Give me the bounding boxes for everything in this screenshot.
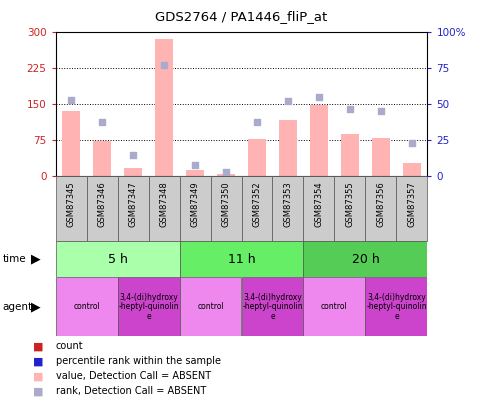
Bar xyxy=(93,141,112,176)
Text: control: control xyxy=(197,302,224,311)
Bar xyxy=(397,176,427,241)
Bar xyxy=(272,176,303,241)
Point xyxy=(377,108,385,115)
Point xyxy=(98,118,106,125)
Text: GSM87346: GSM87346 xyxy=(98,181,107,227)
Point xyxy=(408,140,416,146)
Point xyxy=(315,94,323,100)
Bar xyxy=(334,176,366,241)
Text: value, Detection Call = ABSENT: value, Detection Call = ABSENT xyxy=(56,371,211,381)
Text: GSM87348: GSM87348 xyxy=(159,181,169,227)
Point xyxy=(346,105,354,112)
Bar xyxy=(62,111,80,176)
Bar xyxy=(186,171,204,176)
Bar xyxy=(366,277,427,336)
Bar xyxy=(117,176,149,241)
Text: 20 h: 20 h xyxy=(352,253,379,266)
Bar xyxy=(279,119,297,176)
Point xyxy=(284,98,292,104)
Bar xyxy=(341,134,359,176)
Text: count: count xyxy=(56,341,83,351)
Point xyxy=(222,168,230,175)
Bar xyxy=(217,174,235,176)
Text: GSM87356: GSM87356 xyxy=(376,181,385,227)
Text: ■: ■ xyxy=(33,341,44,351)
Bar xyxy=(86,176,117,241)
Text: GSM87347: GSM87347 xyxy=(128,181,138,227)
Bar xyxy=(117,277,180,336)
Text: 5 h: 5 h xyxy=(108,253,128,266)
Bar xyxy=(303,176,334,241)
Bar xyxy=(242,176,272,241)
Bar xyxy=(56,176,86,241)
Bar xyxy=(403,163,421,176)
Text: GSM87345: GSM87345 xyxy=(67,181,75,227)
Text: 3,4-(di)hydroxy
-heptyl-quinolin
e: 3,4-(di)hydroxy -heptyl-quinolin e xyxy=(366,292,427,321)
Bar xyxy=(180,277,242,336)
Text: 3,4-(di)hydroxy
-heptyl-quinolin
e: 3,4-(di)hydroxy -heptyl-quinolin e xyxy=(118,292,179,321)
Text: rank, Detection Call = ABSENT: rank, Detection Call = ABSENT xyxy=(56,386,206,396)
Bar xyxy=(155,38,173,176)
Text: percentile rank within the sample: percentile rank within the sample xyxy=(56,356,221,366)
Point xyxy=(191,162,199,168)
Text: agent: agent xyxy=(2,302,32,312)
Text: GSM87355: GSM87355 xyxy=(345,181,355,227)
Text: ■: ■ xyxy=(33,386,44,396)
Bar xyxy=(310,105,328,176)
Bar xyxy=(366,176,397,241)
Text: GSM87350: GSM87350 xyxy=(222,181,230,227)
Text: 11 h: 11 h xyxy=(227,253,256,266)
Text: 3,4-(di)hydroxy
-heptyl-quinolin
e: 3,4-(di)hydroxy -heptyl-quinolin e xyxy=(242,292,303,321)
Bar xyxy=(149,176,180,241)
Text: GSM87352: GSM87352 xyxy=(253,181,261,227)
Bar xyxy=(211,176,242,241)
Bar xyxy=(180,241,303,277)
Point xyxy=(253,118,261,125)
Bar xyxy=(303,241,427,277)
Text: ▶: ▶ xyxy=(31,253,41,266)
Text: GSM87354: GSM87354 xyxy=(314,181,324,227)
Text: ■: ■ xyxy=(33,371,44,381)
Bar xyxy=(124,168,142,176)
Text: GSM87349: GSM87349 xyxy=(190,181,199,227)
Point xyxy=(129,151,137,158)
Text: GDS2764 / PA1446_fliP_at: GDS2764 / PA1446_fliP_at xyxy=(156,10,327,23)
Bar xyxy=(242,277,303,336)
Text: GSM87353: GSM87353 xyxy=(284,181,293,227)
Point xyxy=(67,97,75,103)
Bar xyxy=(180,176,211,241)
Bar xyxy=(56,277,117,336)
Bar xyxy=(248,139,266,176)
Bar xyxy=(303,277,366,336)
Text: control: control xyxy=(73,302,100,311)
Point xyxy=(160,62,168,69)
Bar xyxy=(56,241,180,277)
Bar xyxy=(372,138,390,176)
Text: ■: ■ xyxy=(33,356,44,366)
Text: GSM87357: GSM87357 xyxy=(408,181,416,227)
Text: ▶: ▶ xyxy=(31,300,41,313)
Text: time: time xyxy=(2,254,26,264)
Text: control: control xyxy=(321,302,348,311)
